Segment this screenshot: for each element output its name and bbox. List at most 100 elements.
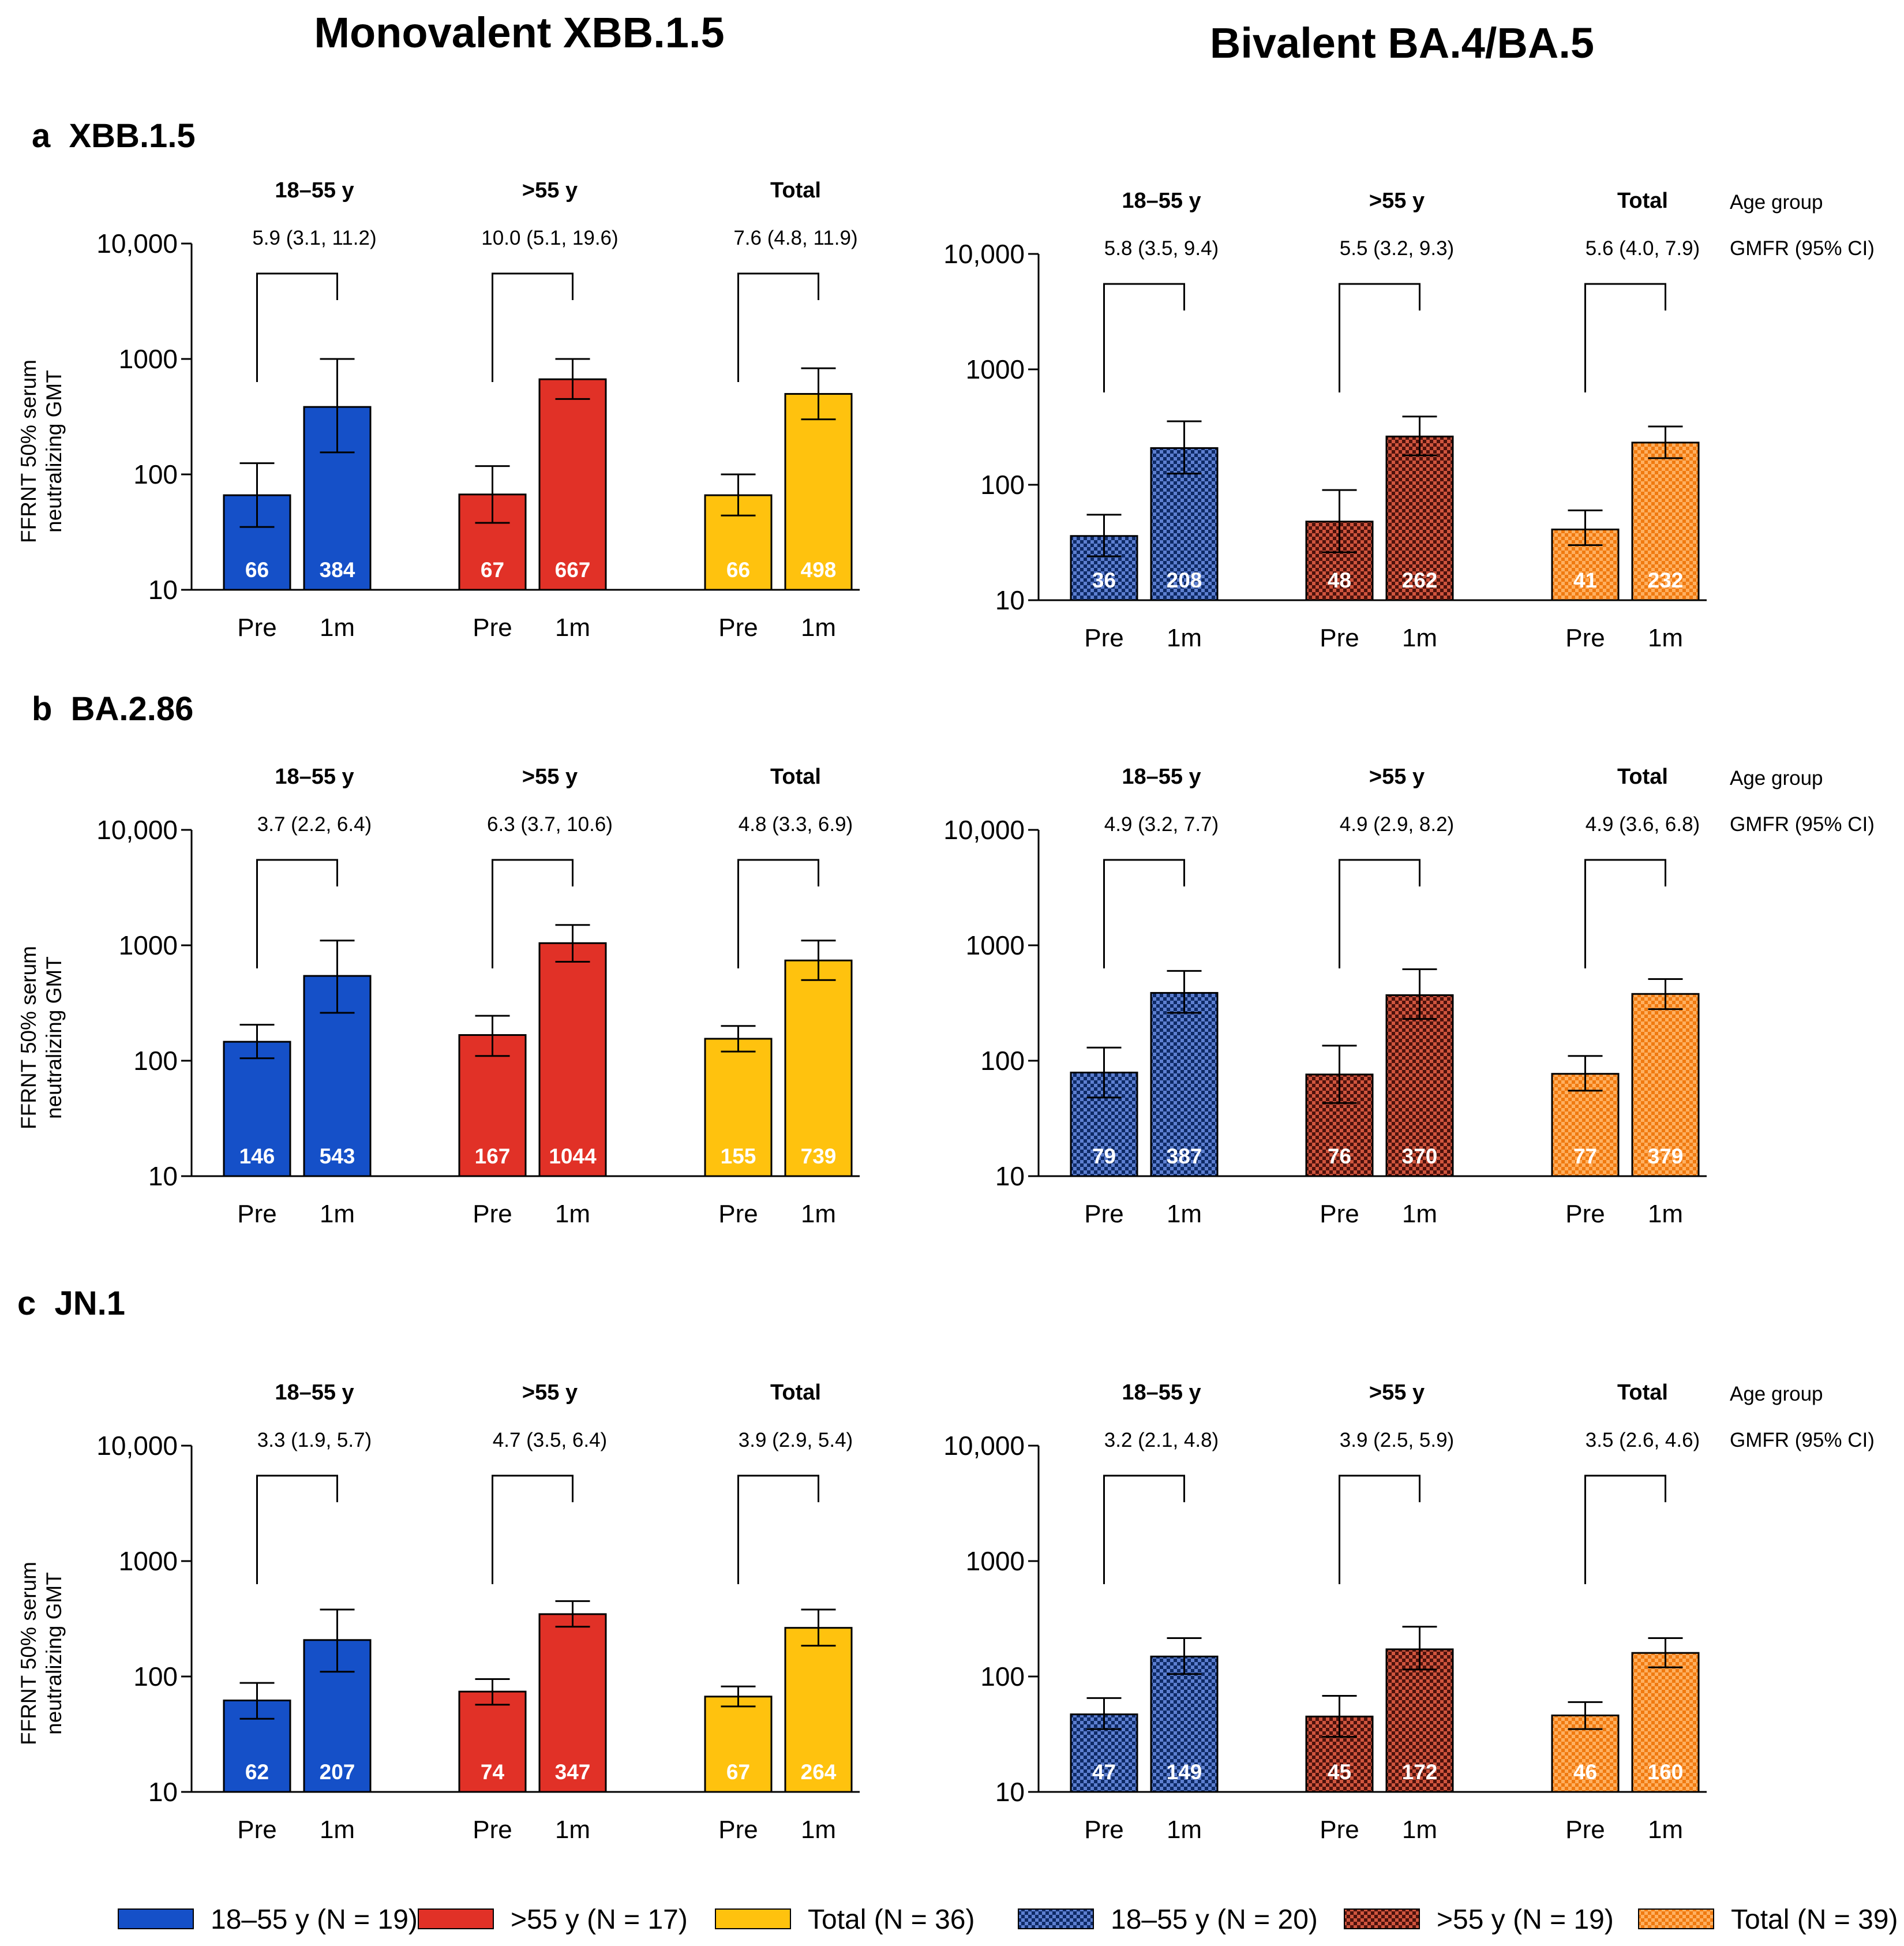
y-tick-label: 10 (148, 1161, 178, 1191)
x-category-1m: 1m (555, 613, 590, 642)
bar-pre (223, 1041, 291, 1177)
y-axis-label-line2: neutralizing GMT (42, 956, 66, 1119)
x-category-1m: 1m (1648, 624, 1683, 652)
x-category-pre: Pre (1084, 1200, 1123, 1228)
chart-p1-c0: 10 100 1000 10,000 FFRNT 50% serum neutralizi… (17, 765, 860, 1228)
bar-post (784, 959, 853, 1177)
group-label: 18–55 y (1122, 1380, 1201, 1405)
bar-value-post: 232 (1648, 568, 1684, 592)
group-label: 18–55 y (275, 178, 354, 203)
bar-value-pre: 36 (1092, 568, 1116, 592)
bar-value-pre: 66 (726, 558, 750, 582)
legend-label-5: Total (N = 39) (1731, 1904, 1898, 1935)
group-label: >55 y (1369, 189, 1425, 213)
side-label-gmfr: GMFR (95% CI) (1730, 1429, 1875, 1451)
legend-label-1: >55 y (N = 17) (511, 1904, 688, 1935)
bar-value-post: 347 (555, 1760, 591, 1784)
bar-value-pre: 167 (475, 1144, 511, 1168)
bar-value-post: 160 (1648, 1760, 1684, 1784)
y-tick-label: 1000 (119, 930, 178, 960)
bar-value-pre: 47 (1092, 1760, 1116, 1784)
bar-value-post: 387 (1167, 1144, 1202, 1168)
group-label: 18–55 y (1122, 189, 1201, 213)
bar-value-pre: 67 (481, 558, 504, 582)
x-category-pre: Pre (473, 1200, 512, 1228)
bar-pre (704, 1696, 773, 1793)
group-label: 18–55 y (275, 765, 354, 789)
x-category-pre: Pre (237, 1200, 276, 1228)
bar-post (538, 942, 607, 1177)
gmfr-label: 3.2 (2.1, 4.8) (1104, 1429, 1219, 1451)
bar-value-post: 379 (1648, 1144, 1684, 1168)
bar-value-pre: 48 (1328, 568, 1351, 592)
bar-post (1631, 441, 1700, 601)
panel-label-c: c JN.1 (17, 1285, 125, 1322)
legend-swatch-3 (1018, 1908, 1094, 1929)
chart-p1-c1: 10 100 1000 10,000 Age group GMFR (95% CI) 18–… (943, 765, 1875, 1228)
bar-value-post: 667 (555, 558, 591, 582)
gmfr-label: 4.9 (2.9, 8.2) (1340, 813, 1454, 836)
x-category-1m: 1m (1167, 624, 1202, 652)
bar-value-pre: 79 (1092, 1144, 1116, 1168)
x-category-pre: Pre (1565, 1200, 1605, 1228)
side-label-age-group: Age group (1730, 191, 1823, 214)
y-axis-label-line1: FFRNT 50% serum (17, 946, 40, 1129)
bar-value-post: 264 (801, 1760, 837, 1784)
comparison-bracket (1339, 283, 1420, 392)
bar-value-pre: 74 (481, 1760, 505, 1784)
bar-value-post: 207 (320, 1760, 355, 1784)
x-category-pre: Pre (1084, 1816, 1123, 1844)
column-title-bivalent: Bivalent BA.4/BA.5 (1210, 19, 1594, 67)
x-category-1m: 1m (1402, 624, 1437, 652)
bar-value-post: 498 (801, 558, 837, 582)
bar-value-pre: 67 (726, 1760, 750, 1784)
bar-value-pre: 155 (721, 1144, 756, 1168)
gmfr-label: 4.9 (3.6, 6.8) (1586, 813, 1700, 836)
bar-value-pre: 146 (239, 1144, 275, 1168)
y-tick-label: 10 (995, 1161, 1025, 1191)
x-category-1m: 1m (801, 613, 836, 642)
comparison-bracket (1584, 283, 1666, 392)
gmfr-label: 5.9 (3.1, 11.2) (252, 227, 376, 249)
side-label-gmfr: GMFR (95% CI) (1730, 237, 1875, 260)
y-tick-label: 100 (133, 459, 178, 489)
y-axis-label-line2: neutralizing GMT (42, 1572, 66, 1735)
group-label: Total (770, 1380, 821, 1405)
x-category-pre: Pre (1320, 1200, 1359, 1228)
x-category-pre: Pre (1565, 624, 1605, 652)
y-tick-label: 100 (980, 1661, 1025, 1691)
comparison-bracket (1339, 1475, 1420, 1584)
bar-value-pre: 62 (245, 1760, 269, 1784)
gmfr-label: 4.7 (3.5, 6.4) (493, 1429, 607, 1451)
bar-value-pre: 76 (1328, 1144, 1351, 1168)
y-tick-label: 100 (133, 1661, 178, 1691)
side-label-gmfr: GMFR (95% CI) (1730, 813, 1875, 836)
bar-value-post: 262 (1402, 568, 1438, 592)
x-category-pre: Pre (473, 613, 512, 642)
y-tick-label: 10,000 (943, 239, 1025, 269)
comparison-bracket (737, 1475, 819, 1584)
bar-value-pre: 46 (1573, 1760, 1597, 1784)
bar-post (1150, 1655, 1219, 1793)
bar-post (1385, 435, 1454, 601)
y-tick-label: 10 (995, 585, 1025, 615)
x-category-pre: Pre (718, 1816, 758, 1844)
bar-post (538, 1613, 607, 1793)
x-category-1m: 1m (320, 1200, 355, 1228)
y-axis-label-line1: FFRNT 50% serum (17, 360, 40, 543)
y-tick-label: 1000 (119, 1546, 178, 1576)
gmfr-label: 5.5 (3.2, 9.3) (1340, 237, 1454, 260)
legend-swatch-1 (418, 1908, 494, 1929)
gmfr-label: 3.7 (2.2, 6.4) (257, 813, 372, 836)
y-tick-label: 1000 (966, 1546, 1025, 1576)
chart-p2-c0: 10 100 1000 10,000 FFRNT 50% serum neutralizi… (17, 1380, 860, 1844)
bar-value-post: 149 (1167, 1760, 1202, 1784)
x-category-1m: 1m (320, 1816, 355, 1844)
y-tick-label: 10,000 (943, 1431, 1025, 1461)
group-label: 18–55 y (1122, 765, 1201, 789)
x-category-1m: 1m (320, 613, 355, 642)
group-label: Total (770, 178, 821, 203)
gmfr-label: 10.0 (5.1, 19.6) (481, 227, 618, 249)
chart-p2-c1: 10 100 1000 10,000 Age group GMFR (95% CI) 18–… (943, 1380, 1875, 1844)
